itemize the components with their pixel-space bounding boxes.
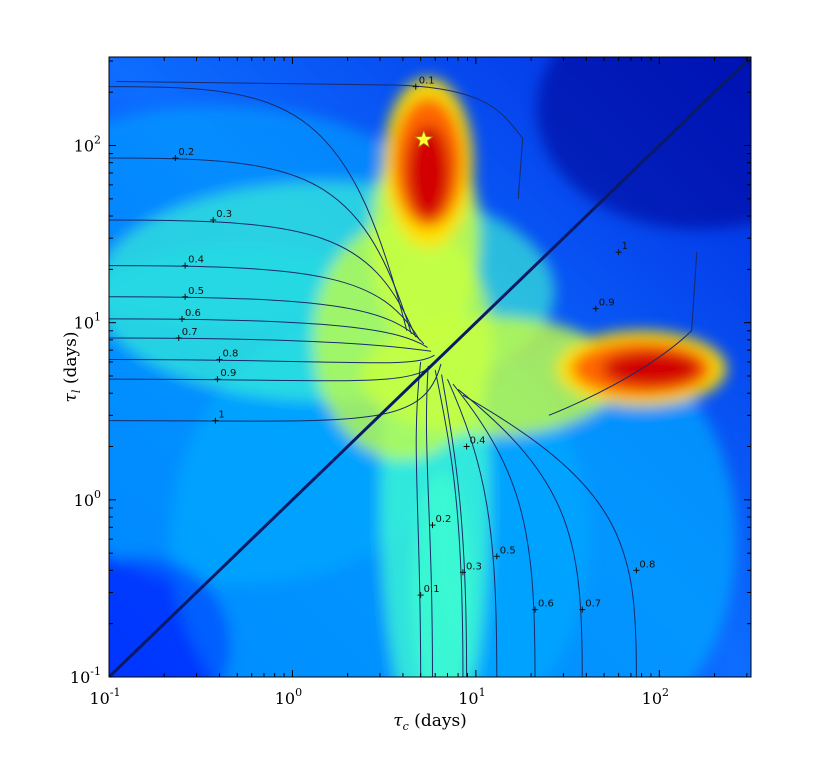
heat-peak-0-red — [406, 124, 451, 221]
contour-lower-line — [457, 389, 583, 677]
contour-upper-line — [109, 296, 425, 345]
contour-label: 0.8 — [639, 559, 655, 570]
contour-label: 0.6 — [538, 599, 554, 610]
contour-label: 0.4 — [188, 255, 204, 266]
contour-label: 0.7 — [585, 599, 601, 610]
contour-label: 0.1 — [424, 584, 440, 595]
heat-dark-corner — [536, 57, 751, 230]
contour-lines — [109, 80, 698, 677]
contour-label: 0.3 — [216, 209, 232, 220]
contour-upper-line — [109, 157, 412, 334]
y-tick-label: 102 — [74, 134, 101, 156]
x-tick-label: 10-1 — [89, 686, 120, 708]
contour-label: 0.8 — [222, 348, 238, 359]
contour-lower-line — [425, 365, 433, 677]
x-tick-label: 102 — [642, 686, 669, 708]
contour-label: 1 — [622, 241, 628, 252]
contour-lower-line — [452, 383, 536, 677]
x-tick-label: 100 — [275, 686, 302, 708]
y-tick-label: 101 — [74, 311, 101, 333]
plot-frame — [108, 56, 752, 678]
contour-upper-line — [109, 86, 408, 331]
contour-label: 1 — [218, 410, 224, 421]
x-tick-label: 101 — [458, 686, 485, 708]
heat-green-bottom — [411, 472, 472, 677]
contour-label: 0.5 — [188, 286, 204, 297]
contour-lower-line — [447, 378, 498, 677]
contour-upper-line — [109, 318, 428, 348]
contour-peak-upper — [116, 80, 524, 199]
contour-label: 0.2 — [435, 514, 451, 525]
y-tick-label: 100 — [74, 488, 101, 510]
axes: 10-1 100 101 102 10-1 100 101 102 — [70, 57, 751, 708]
contour-label: 0.5 — [500, 545, 516, 556]
diagonal-line-path — [109, 57, 751, 677]
contour-lower-line — [434, 369, 464, 677]
contour-label: 0.9 — [220, 368, 236, 379]
contour-upper-line — [109, 354, 435, 364]
diagonal-line — [109, 57, 751, 677]
contour-lower-line — [415, 361, 422, 677]
contour-upper-line — [109, 337, 432, 352]
contour-peak-right — [548, 252, 698, 416]
y-axis-title: τl (days) — [61, 332, 83, 403]
heat-peak-1-red — [601, 350, 702, 387]
contour-upper-line — [109, 363, 442, 422]
y-tick-label: 10-1 — [70, 665, 101, 687]
contour-label: 0.3 — [466, 561, 482, 572]
contour-label: 0.1 — [419, 76, 435, 87]
contour-label: 0.9 — [599, 298, 615, 309]
star-marker — [414, 129, 434, 148]
contour-lower-line — [462, 394, 637, 677]
best-fit-marker — [414, 129, 434, 148]
contour-lower-line — [441, 374, 468, 677]
contour-upper-line — [109, 219, 417, 338]
contour-label: 0.4 — [470, 436, 486, 447]
contour-labels: 0.1 0.2 0.3 0.4 0.5 0.6 0.7 0.8 0.9 1 0.9 1 0.1 0.2 0.… — [172, 76, 655, 613]
x-axis-title: τc (days) — [393, 711, 467, 733]
contour-label: 0.2 — [178, 147, 194, 158]
contour-label: 0.6 — [185, 308, 201, 319]
contour-label: 0.7 — [182, 327, 198, 338]
